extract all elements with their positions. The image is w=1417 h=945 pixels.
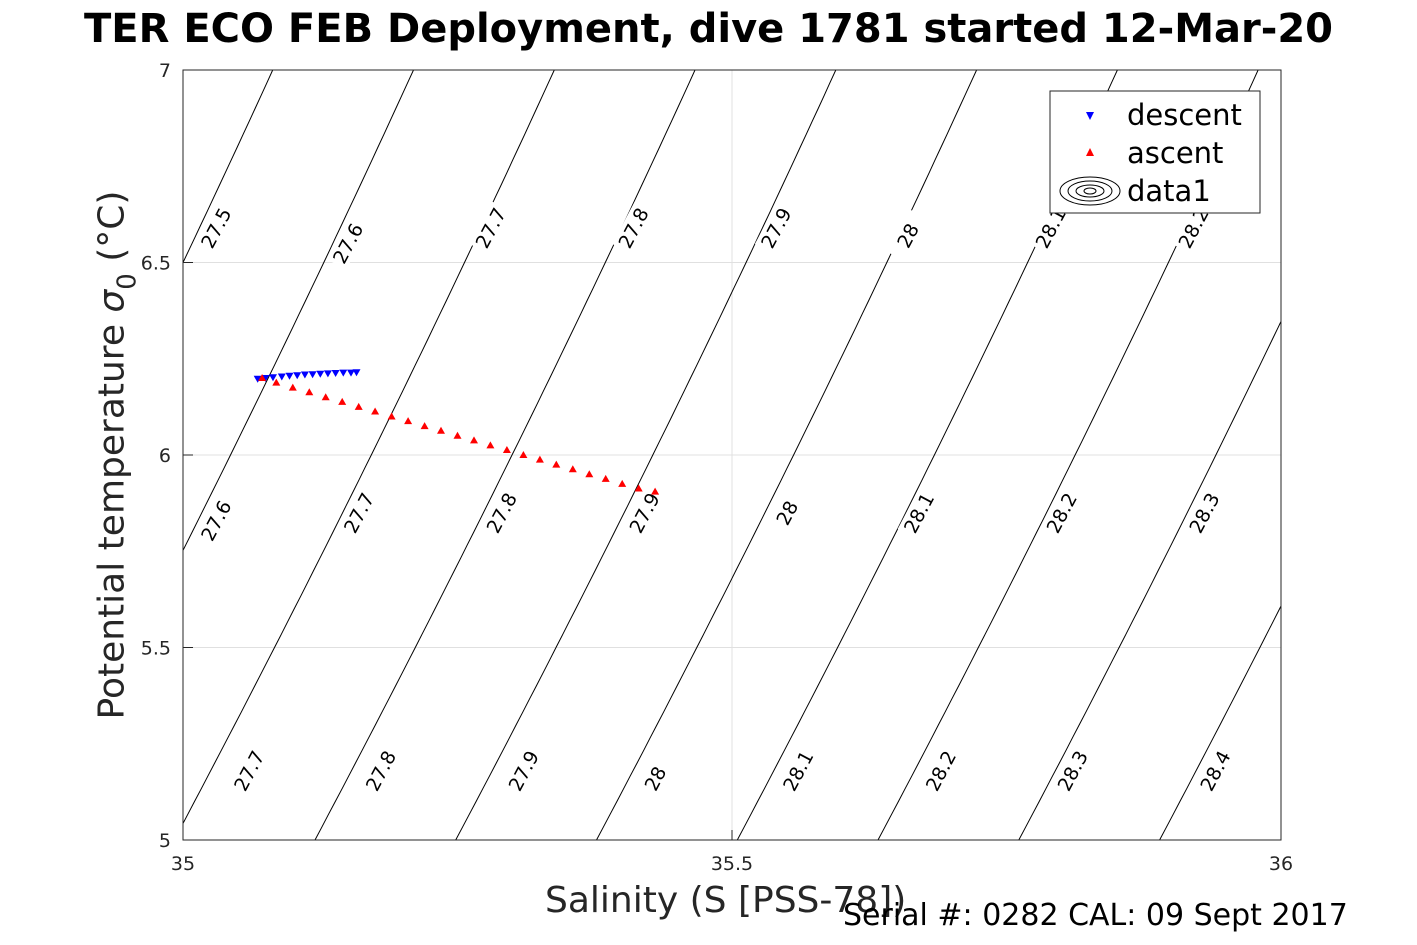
descent-point <box>293 372 302 380</box>
descent-point <box>316 370 325 378</box>
ascent-point <box>404 417 413 425</box>
contour-label-bg <box>612 201 655 255</box>
grid-lines <box>183 70 1281 840</box>
ascent-point <box>387 412 396 420</box>
ascent-series <box>258 374 660 495</box>
ascent-point <box>519 451 528 458</box>
legend-ascent-label: ascent <box>1127 136 1223 170</box>
ascent-point <box>288 383 297 391</box>
legend-descent-label: descent <box>1127 98 1242 132</box>
descent-point <box>277 373 286 381</box>
contour-label-bg <box>1051 744 1094 798</box>
ascent-point <box>420 422 429 430</box>
ascent-point <box>470 436 478 444</box>
descent-point <box>331 370 340 377</box>
contour-label-bg <box>623 486 666 540</box>
x-tick-label: 36 <box>1269 853 1293 875</box>
descent-point <box>285 372 294 380</box>
ascent-point <box>568 465 577 473</box>
descent-series <box>253 369 361 383</box>
ascent-point <box>601 474 610 482</box>
contour-label-bg <box>326 216 369 270</box>
contour-label-bg <box>1194 744 1237 798</box>
contour-label-bg <box>754 201 797 255</box>
descent-point <box>323 370 332 378</box>
y-tick-label: 5 <box>159 830 171 852</box>
y-tick-label: 7 <box>159 60 171 82</box>
ascent-point <box>502 446 511 453</box>
ascent-point <box>585 470 594 478</box>
serial-calibration-note: Serial #: 0282 CAL: 09 Sept 2017 <box>843 898 1348 933</box>
descent-point <box>339 369 348 377</box>
contour-label-bg <box>469 201 512 255</box>
ascent-point <box>354 402 363 410</box>
descent-point <box>347 369 355 377</box>
y-axis-label: Potential temperature σ0 (°C) <box>91 190 143 720</box>
contour-label-bg <box>886 209 929 262</box>
density-contour-line <box>314 70 696 840</box>
chart-title: TER ECO FEB Deployment, dive 1781 starte… <box>83 6 1333 52</box>
legend-ascent-marker <box>1086 148 1094 156</box>
ascent-point <box>437 426 445 434</box>
ascent-point <box>321 393 330 401</box>
contour-label-bg <box>1029 201 1072 255</box>
y-tick-label: 6.5 <box>141 253 171 275</box>
contour-label-bg <box>480 486 523 540</box>
density-contour-line <box>1018 320 1281 840</box>
x-tick-label: 35.5 <box>711 853 753 875</box>
descent-point <box>308 371 317 379</box>
x-axis-ticks: 35 35.5 36 <box>171 830 1293 875</box>
density-contour-line <box>1159 604 1281 840</box>
contour-label-bg <box>194 494 237 547</box>
ascent-point <box>338 397 347 405</box>
y-axis-ticks: 5 5.5 6 6.5 7 <box>141 60 193 852</box>
ascent-point <box>305 388 314 396</box>
density-contours <box>183 70 1281 840</box>
legend-data1-contour-icon <box>1059 176 1121 206</box>
contour-label-bg <box>194 201 237 255</box>
legend-descent-marker <box>1086 112 1094 120</box>
contour-label-bg <box>337 486 380 540</box>
contour-label-bg <box>1172 201 1215 255</box>
y-tick-label: 5.5 <box>141 638 171 660</box>
contour-label-bg <box>776 744 819 798</box>
x-tick-label: 35 <box>171 853 195 875</box>
ascent-point <box>651 487 660 495</box>
contour-label-bg <box>227 744 270 798</box>
descent-point <box>300 371 309 379</box>
descent-point <box>352 369 361 377</box>
ascent-point <box>535 455 544 463</box>
ascent-point <box>258 374 267 381</box>
contour-label-bg <box>502 744 545 798</box>
density-contour-line <box>455 70 837 840</box>
contour-label-bg <box>1040 486 1083 540</box>
ascent-point <box>552 460 561 468</box>
ascent-point <box>453 431 462 439</box>
y-tick-label: 6 <box>159 445 171 467</box>
ascent-point <box>371 407 380 415</box>
ascent-point <box>618 479 627 487</box>
ascent-point <box>486 441 495 449</box>
density-contour-line <box>183 70 414 552</box>
contour-label-bg <box>919 744 962 798</box>
ascent-point <box>272 378 281 386</box>
contour-label-bg <box>765 486 808 540</box>
x-axis-label: Salinity (S [PSS-78]) <box>545 880 907 921</box>
density-contour-line <box>183 70 555 825</box>
contour-label-bg <box>1183 486 1226 540</box>
contour-label-bg <box>897 486 940 540</box>
ascent-point <box>634 484 643 492</box>
density-contour-line <box>183 70 274 264</box>
contour-label-bg <box>359 744 402 798</box>
legend: descent ascent data1 <box>1049 90 1261 214</box>
density-contour-line <box>596 70 978 840</box>
descent-point <box>269 374 277 382</box>
contour-label-bg <box>634 752 677 805</box>
descent-point <box>253 375 262 383</box>
legend-data1-label: data1 <box>1127 174 1211 208</box>
